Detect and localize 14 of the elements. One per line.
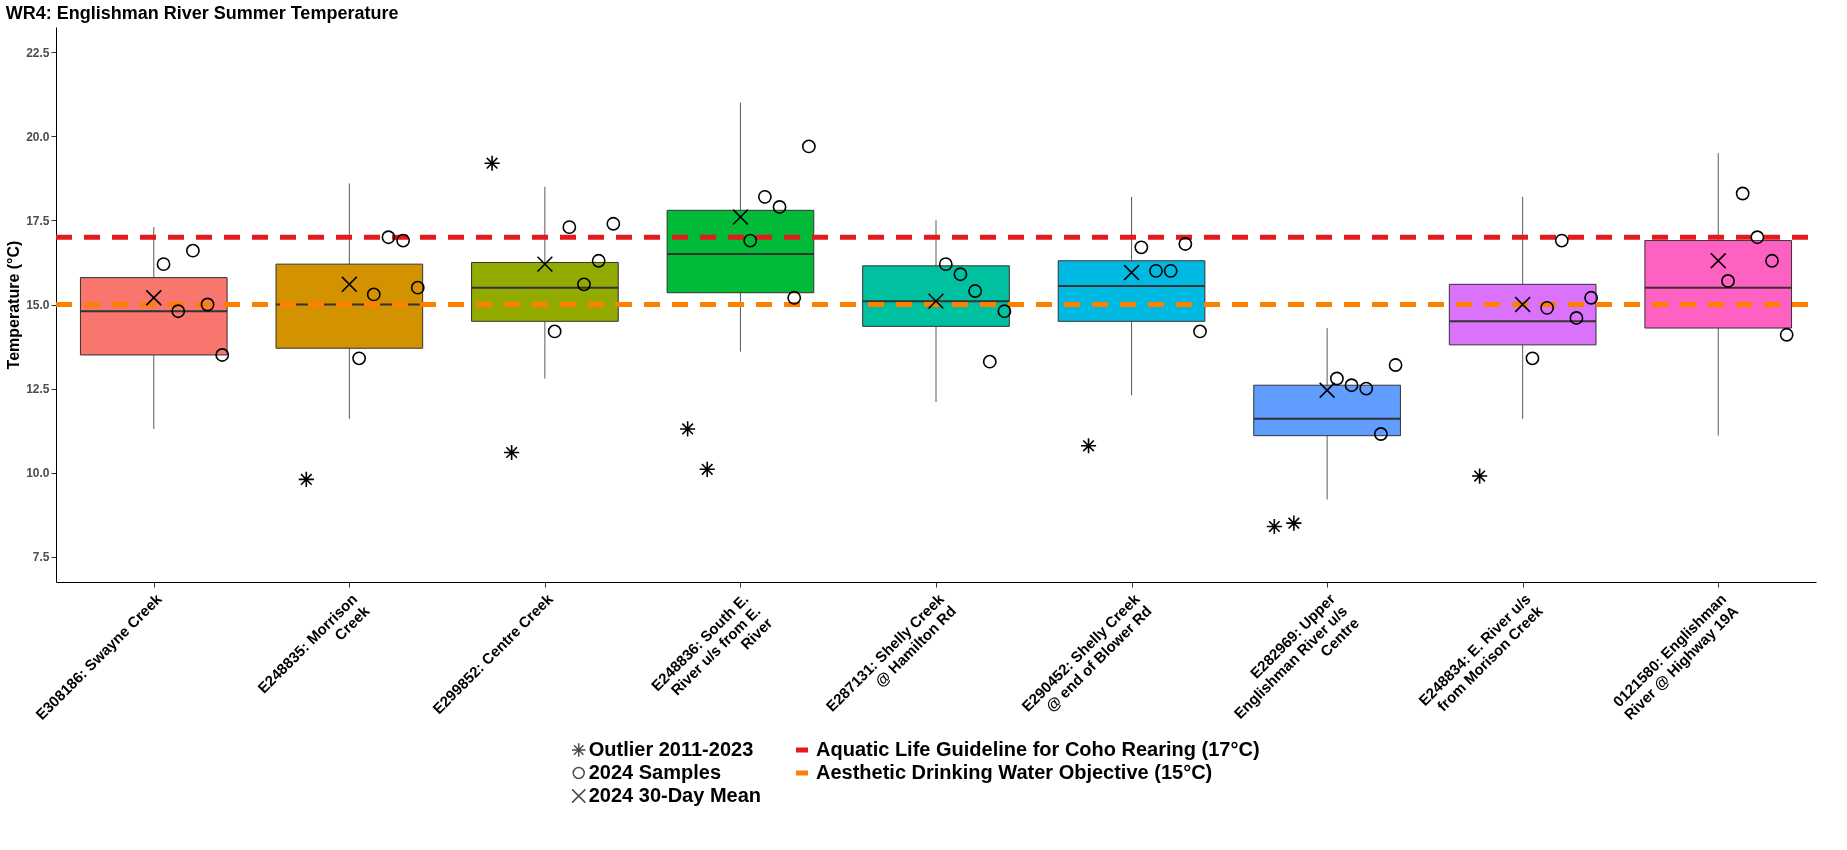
legend-label: 2024 30-Day Mean [588, 784, 762, 806]
legend-label: 2024 Samples [588, 761, 722, 783]
y-tick-label: 15.0 [26, 298, 50, 312]
y-tick-label: 17.5 [26, 213, 50, 228]
y-tick-label: 7.5 [32, 550, 50, 565]
legend-label: Aquatic Life Guideline for Coho Rearing (17°C) [816, 738, 1260, 760]
legend-label: Outlier 2011-2023 [588, 738, 754, 760]
chart-title: WR4: Englishman River Summer Temperature [5, 3, 399, 23]
legend-label: Aesthetic Drinking Water Objective (15°C) [816, 761, 1213, 783]
y-tick-label: 12.5 [26, 382, 50, 397]
y-tick-label: 22.5 [26, 45, 50, 60]
y-axis-title: Temperature (°C) [5, 240, 23, 370]
y-tick-label: 10.0 [26, 466, 50, 481]
y-tick-label: 20.0 [26, 129, 50, 144]
